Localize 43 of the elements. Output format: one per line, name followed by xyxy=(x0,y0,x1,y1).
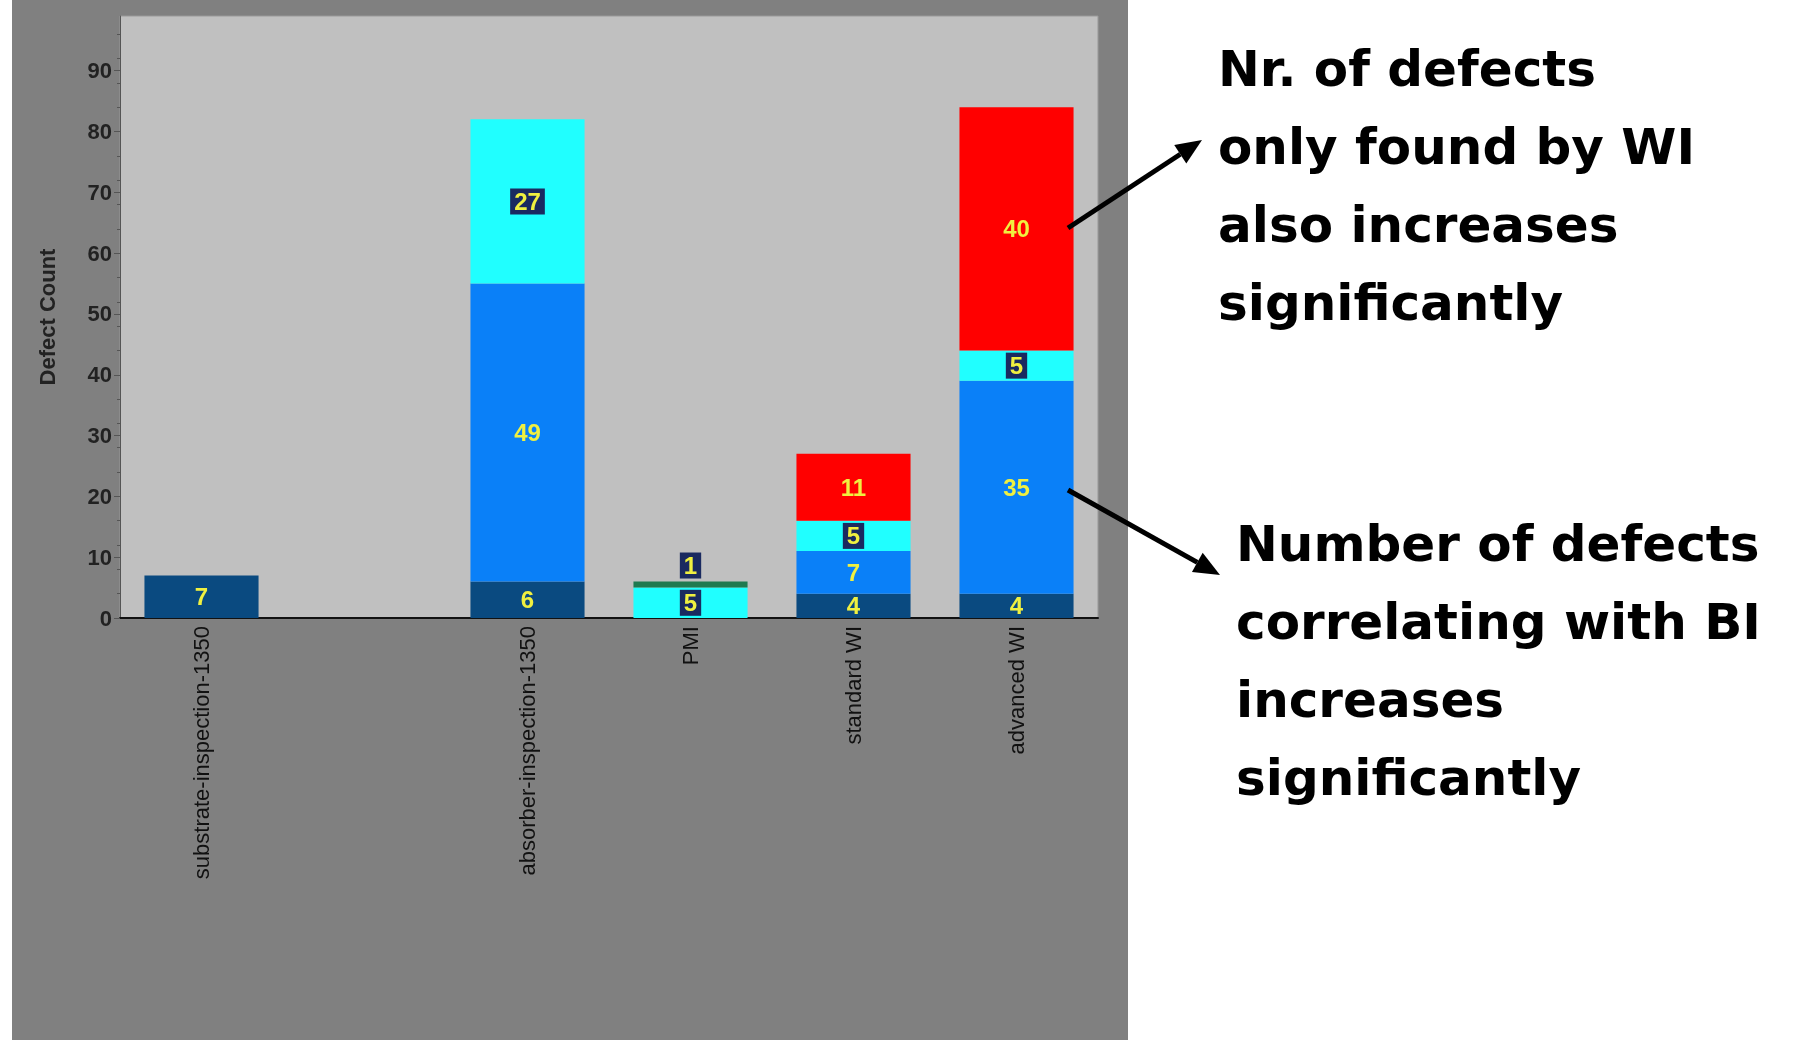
y-tick-label: 80 xyxy=(87,119,112,145)
x-tick-label: standard WI xyxy=(841,626,866,745)
y-axis-title: Defect Count xyxy=(34,247,60,386)
y-tick-label: 10 xyxy=(87,544,112,570)
data-label: 4 xyxy=(846,592,861,620)
x-tick-label: PMI xyxy=(678,626,703,666)
data-label: 7 xyxy=(194,583,209,611)
bar xyxy=(470,581,585,618)
y-tick-label: 50 xyxy=(87,301,112,327)
bar xyxy=(796,453,911,521)
data-label: 49 xyxy=(514,419,541,447)
text: Number of defects correlating with BI increases significantly xyxy=(1236,514,1762,809)
data-label: 4 xyxy=(1009,592,1024,620)
bar xyxy=(470,283,585,582)
y-tick-label: 70 xyxy=(87,179,112,205)
y-tick-label: 30 xyxy=(87,423,112,449)
data-label: 27 xyxy=(514,187,541,215)
y-tick-label: 40 xyxy=(87,362,112,388)
data-label: 35 xyxy=(1003,473,1030,501)
data-label: 5 xyxy=(683,589,698,617)
x-tick-label: substrate-inspection-1350 xyxy=(189,626,214,880)
y-tick-label: 20 xyxy=(87,483,112,509)
y-tick-label: 0 xyxy=(99,605,112,631)
data-label: 6 xyxy=(520,586,535,614)
x-tick-label: advanced WI xyxy=(1004,626,1029,755)
data-label: 1 xyxy=(683,552,698,580)
bar xyxy=(144,575,259,618)
data-label: 5 xyxy=(1009,352,1024,380)
data-label: 7 xyxy=(846,558,861,586)
text: Nr. of defects only found by WI also increases significantly xyxy=(1218,39,1697,334)
bar xyxy=(796,593,911,618)
bar xyxy=(959,107,1074,351)
bar xyxy=(470,119,585,284)
y-tick-label: 90 xyxy=(87,58,112,84)
bar xyxy=(796,551,911,594)
bar xyxy=(959,593,1074,618)
y-tick-label: 60 xyxy=(87,240,112,266)
bar xyxy=(633,581,748,588)
bar xyxy=(959,380,1074,594)
data-label: 11 xyxy=(840,473,867,501)
x-tick-label: absorber-inspection-1350 xyxy=(515,626,540,876)
data-label: 5 xyxy=(846,522,861,550)
data-label: 40 xyxy=(1003,215,1030,243)
